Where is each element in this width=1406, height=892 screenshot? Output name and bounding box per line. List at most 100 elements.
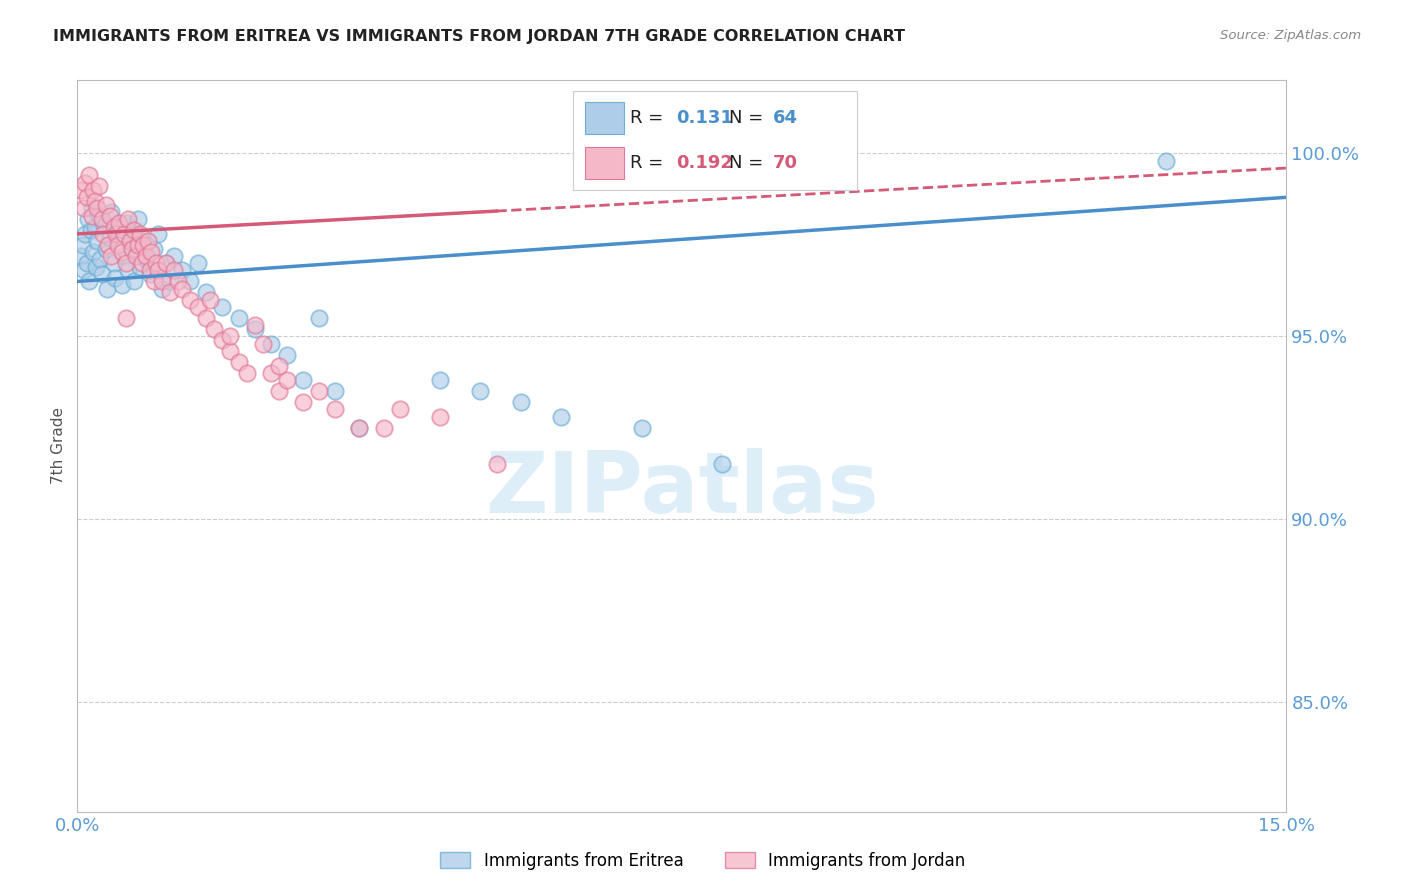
FancyBboxPatch shape: [574, 91, 858, 190]
Point: [219, 329, 242, 343]
Point: [509, 395, 531, 409]
Point: [70, 183, 93, 197]
Point: [91, 216, 114, 230]
Point: [121, 223, 143, 237]
Point: [132, 238, 155, 252]
FancyBboxPatch shape: [585, 147, 624, 179]
Point: [267, 359, 290, 373]
Point: [131, 256, 153, 270]
Point: [243, 322, 266, 336]
Point: [187, 300, 209, 314]
Point: [195, 285, 218, 300]
Text: 0.192: 0.192: [676, 154, 733, 172]
Point: [114, 311, 136, 326]
Point: [84, 260, 107, 274]
Point: [103, 256, 125, 270]
Point: [118, 234, 141, 248]
Point: [80, 202, 103, 216]
Point: [228, 311, 250, 326]
Point: [105, 227, 128, 241]
Point: [117, 212, 139, 227]
Text: 64: 64: [773, 110, 797, 128]
FancyBboxPatch shape: [585, 103, 624, 135]
Point: [127, 212, 149, 227]
Point: [84, 219, 107, 234]
Point: [349, 421, 371, 435]
Point: [146, 227, 169, 241]
Point: [243, 318, 266, 333]
Point: [87, 179, 110, 194]
Point: [200, 293, 222, 307]
Point: [349, 421, 371, 435]
Point: [79, 169, 101, 183]
Point: [94, 242, 117, 256]
Point: [104, 270, 127, 285]
Point: [96, 282, 118, 296]
Point: [90, 212, 112, 227]
Point: [98, 209, 121, 223]
Y-axis label: 7th Grade: 7th Grade: [51, 408, 66, 484]
Point: [75, 176, 97, 190]
Point: [80, 223, 103, 237]
Point: [87, 209, 110, 223]
Point: [80, 209, 103, 223]
Point: [136, 234, 159, 248]
Point: [107, 238, 129, 252]
Point: [70, 249, 93, 263]
Point: [163, 249, 186, 263]
Point: [139, 267, 162, 281]
Point: [114, 216, 136, 230]
Point: [219, 343, 242, 358]
Point: [195, 311, 218, 326]
Point: [146, 263, 169, 277]
Point: [159, 285, 181, 300]
Point: [72, 238, 94, 252]
Point: [260, 336, 283, 351]
Text: R =: R =: [630, 110, 669, 128]
Point: [276, 373, 298, 387]
Point: [73, 263, 96, 277]
Text: 70: 70: [773, 154, 797, 172]
Point: [108, 219, 131, 234]
Point: [235, 366, 257, 380]
Point: [470, 384, 492, 399]
Point: [90, 267, 112, 281]
Point: [155, 256, 177, 270]
Point: [131, 234, 153, 248]
Point: [73, 202, 96, 216]
Point: [179, 293, 201, 307]
Point: [267, 384, 290, 399]
Point: [112, 249, 135, 263]
Point: [118, 238, 141, 252]
Text: 0.131: 0.131: [676, 110, 733, 128]
Point: [107, 227, 129, 241]
Point: [159, 275, 181, 289]
Point: [127, 238, 149, 252]
Point: [112, 227, 135, 241]
Point: [163, 263, 186, 277]
Point: [485, 458, 508, 472]
Point: [276, 348, 298, 362]
Point: [155, 256, 177, 270]
Point: [167, 275, 190, 289]
Point: [202, 322, 225, 336]
Point: [125, 245, 148, 260]
Point: [111, 278, 134, 293]
Point: [292, 373, 315, 387]
Point: [94, 197, 117, 211]
Point: [79, 275, 101, 289]
Point: [228, 355, 250, 369]
Point: [82, 245, 104, 260]
Point: [429, 409, 451, 424]
Point: [129, 227, 152, 241]
Point: [135, 252, 157, 267]
Legend: Immigrants from Eritrea, Immigrants from Jordan: Immigrants from Eritrea, Immigrants from…: [433, 846, 973, 877]
Point: [114, 256, 136, 270]
Point: [323, 402, 346, 417]
Point: [373, 421, 395, 435]
Point: [121, 242, 143, 256]
Point: [86, 234, 108, 248]
Point: [252, 336, 274, 351]
Point: [142, 275, 165, 289]
Point: [150, 275, 173, 289]
